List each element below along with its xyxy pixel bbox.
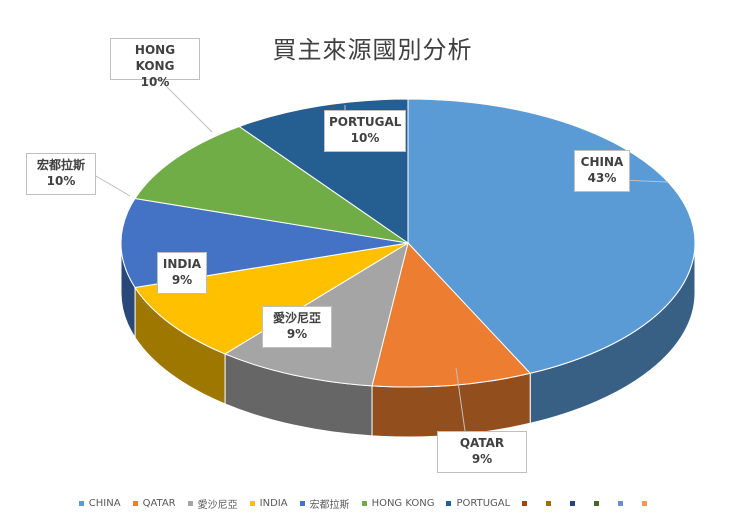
legend-label-qatar: QATAR bbox=[142, 498, 176, 509]
chart-title: 買主來源國別分析 bbox=[272, 36, 473, 64]
data-label-estonia-value: 9% bbox=[286, 327, 308, 341]
data-label-qatar-name: QATAR bbox=[459, 436, 505, 450]
legend-item-india: INDIA bbox=[249, 498, 288, 509]
legend-swatch-extra-6 bbox=[642, 501, 648, 506]
legend-label-hong-kong: HONG KONG bbox=[371, 498, 435, 509]
legend-label-india: INDIA bbox=[259, 498, 288, 509]
legend: CHINA QATAR 愛沙尼亞 INDIA 宏都拉斯 HONG KONG PO… bbox=[0, 496, 745, 511]
legend-swatch-china bbox=[78, 501, 84, 506]
data-label-estonia: 愛沙尼亞 9% bbox=[262, 306, 332, 348]
legend-swatch-extra-4 bbox=[594, 501, 600, 506]
data-label-hong-kong-value: 10% bbox=[140, 75, 170, 89]
legend-label-honduras: 宏都拉斯 bbox=[309, 500, 350, 511]
legend-swatch-honduras bbox=[299, 501, 305, 506]
legend-swatch-india bbox=[249, 501, 255, 506]
data-label-china-name: CHINA bbox=[580, 155, 624, 169]
pie-side-walls bbox=[120, 242, 696, 438]
data-label-india-name: INDIA bbox=[162, 257, 202, 271]
legend-swatch-hong-kong bbox=[361, 501, 367, 506]
leader-line-qatar bbox=[455, 367, 466, 432]
legend-swatch-extra-1 bbox=[522, 501, 528, 506]
data-label-china-value: 43% bbox=[587, 171, 617, 185]
data-label-qatar: QATAR 9% bbox=[437, 431, 527, 473]
legend-item-china: CHINA bbox=[78, 498, 121, 509]
data-label-india-value: 9% bbox=[171, 273, 193, 287]
data-label-china: CHINA 43% bbox=[574, 150, 630, 192]
legend-swatch-portugal bbox=[446, 501, 452, 506]
data-label-india: INDIA 9% bbox=[157, 252, 207, 294]
legend-swatch-estonia bbox=[187, 501, 193, 506]
pie-slice-hong-kong bbox=[134, 125, 409, 244]
pie-slice-qatar bbox=[371, 241, 532, 388]
pie-top-faces bbox=[120, 98, 696, 388]
data-label-portugal: PORTUGAL 10% bbox=[324, 110, 406, 152]
legend-swatch-extra-3 bbox=[570, 501, 576, 506]
legend-item-estonia: 愛沙尼亞 bbox=[187, 496, 238, 511]
legend-extra-swatches bbox=[522, 501, 666, 506]
legend-item-hong-kong: HONG KONG bbox=[361, 498, 435, 509]
legend-swatch-qatar bbox=[132, 501, 138, 506]
legend-label-portugal: PORTUGAL bbox=[456, 498, 511, 509]
data-label-honduras: 宏都拉斯 10% bbox=[26, 153, 96, 195]
legend-label-china: CHINA bbox=[88, 498, 121, 509]
pie-slice-india bbox=[134, 242, 409, 355]
data-label-portugal-value: 10% bbox=[350, 131, 380, 145]
leader-line-hong-kong bbox=[159, 79, 213, 133]
legend-swatch-extra-2 bbox=[546, 501, 552, 506]
data-label-hong-kong-name: HONG KONG bbox=[134, 43, 176, 73]
legend-label-estonia: 愛沙尼亞 bbox=[197, 500, 238, 511]
data-label-estonia-name: 愛沙尼亞 bbox=[272, 311, 321, 325]
legend-item-qatar: QATAR bbox=[132, 498, 176, 509]
data-label-qatar-value: 9% bbox=[471, 452, 493, 466]
leader-line-honduras bbox=[95, 175, 131, 197]
data-label-honduras-name: 宏都拉斯 bbox=[36, 158, 85, 172]
legend-swatch-extra-5 bbox=[618, 501, 624, 506]
data-label-honduras-value: 10% bbox=[46, 174, 76, 188]
data-label-hong-kong: HONG KONG 10% bbox=[110, 38, 200, 89]
legend-item-portugal: PORTUGAL bbox=[446, 498, 510, 509]
data-label-portugal-name: PORTUGAL bbox=[329, 115, 402, 129]
legend-item-honduras: 宏都拉斯 bbox=[299, 496, 350, 511]
